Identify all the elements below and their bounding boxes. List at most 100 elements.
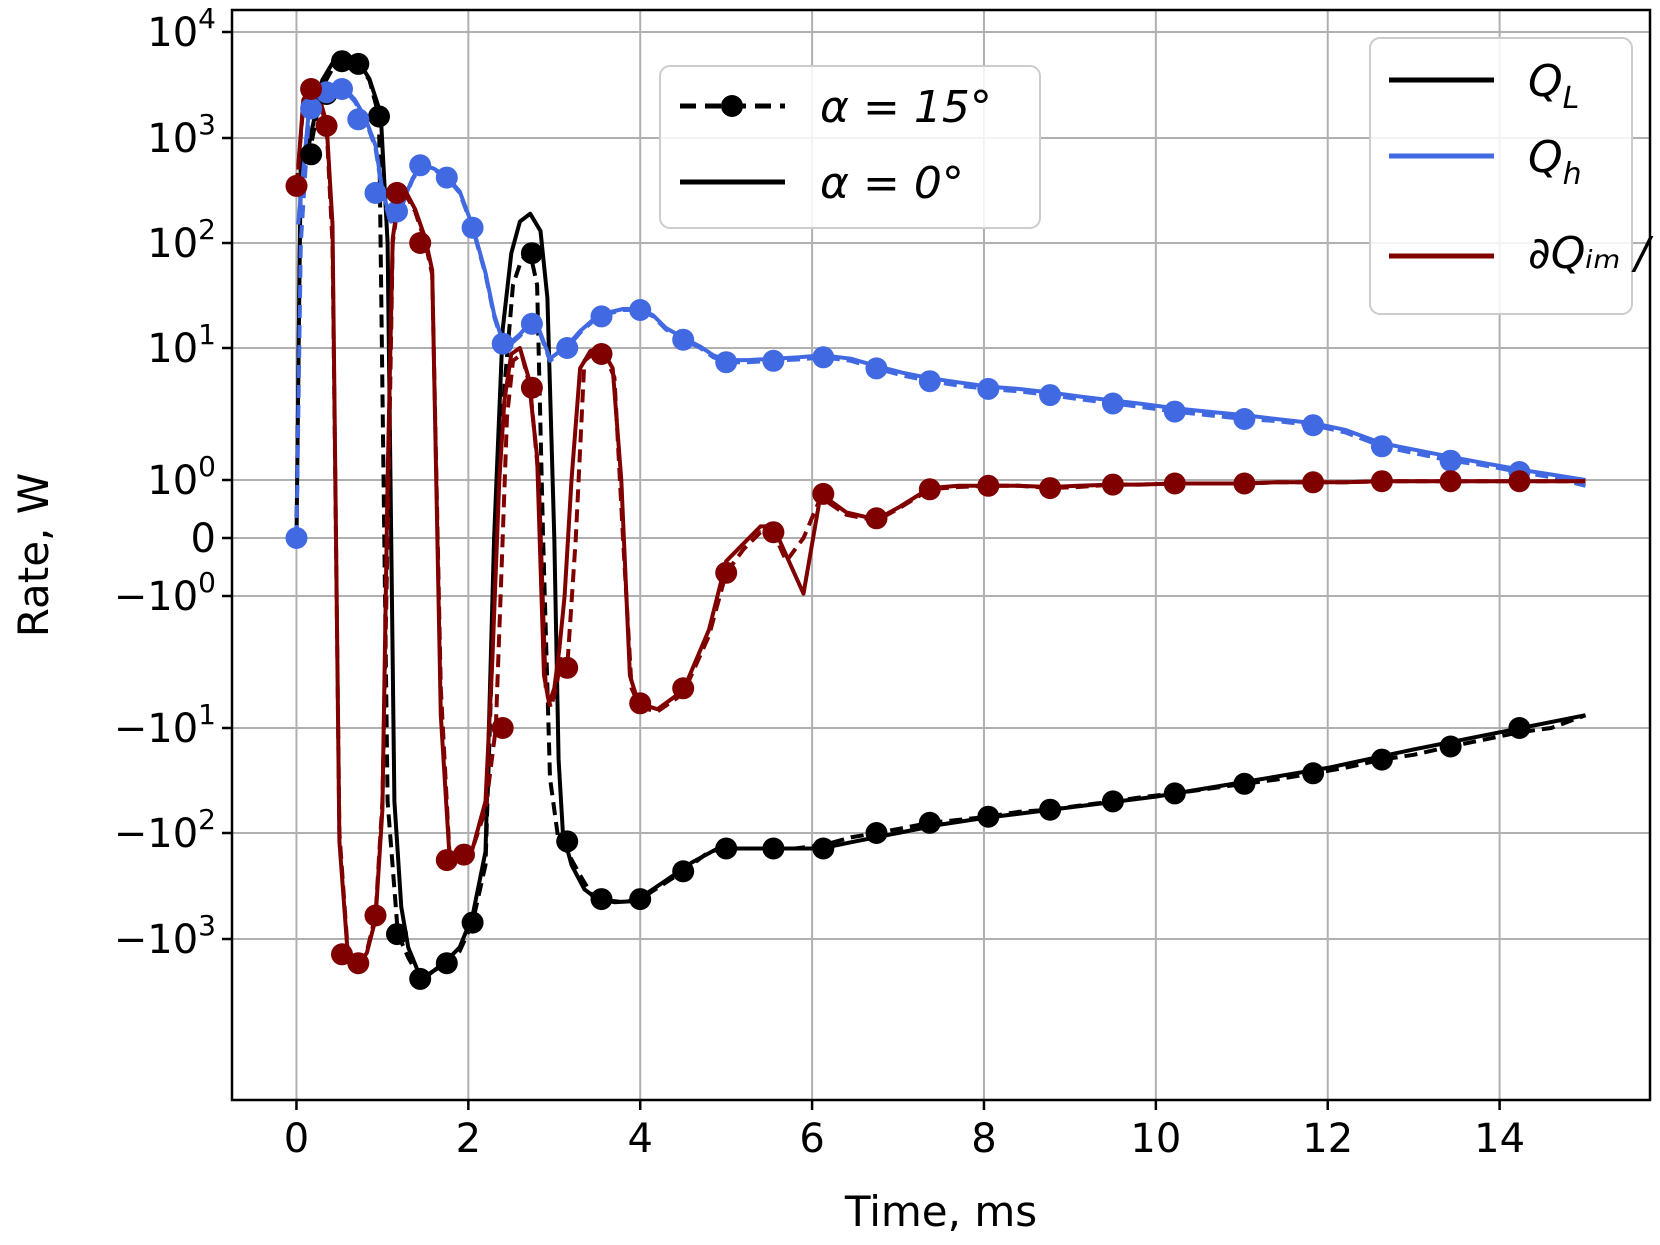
data-point — [1508, 470, 1531, 493]
data-point — [409, 967, 432, 990]
data-point — [762, 837, 785, 860]
data-point — [1039, 477, 1062, 500]
data-point — [1233, 408, 1256, 430]
data-point — [812, 346, 835, 369]
data-point — [331, 50, 353, 73]
data-point — [1302, 414, 1325, 437]
x-tick-label: 14 — [1474, 1116, 1525, 1162]
style-legend-label-solid: α = 0° — [820, 158, 964, 209]
data-point — [1439, 470, 1462, 493]
data-point — [556, 656, 579, 679]
data-point — [629, 692, 652, 715]
x-tick-label: 12 — [1302, 1116, 1353, 1162]
data-point — [672, 328, 695, 351]
data-point — [865, 507, 888, 530]
legend-label-qh: Qh — [1528, 132, 1582, 192]
data-point — [461, 216, 484, 239]
data-point — [347, 952, 370, 975]
data-point — [520, 376, 543, 399]
data-point — [918, 811, 941, 834]
data-point — [918, 478, 941, 501]
data-point — [977, 805, 1000, 828]
data-point — [812, 482, 835, 505]
x-tick-label: 8 — [971, 1116, 996, 1162]
data-point — [1370, 470, 1393, 493]
legend-label-dqm: ∂Qᵢₘ / ∂t — [1528, 228, 1660, 279]
y-tick-label: 101 — [147, 318, 216, 372]
legend-label-ql: QL — [1528, 56, 1579, 116]
data-point — [300, 78, 323, 100]
y-tick-label: 0 — [191, 516, 216, 562]
y-tick-label: −101 — [114, 698, 216, 752]
series-line — [296, 85, 1586, 482]
data-point — [590, 305, 613, 328]
data-point — [1233, 772, 1256, 795]
data-point — [347, 52, 370, 75]
data-point — [812, 837, 835, 860]
series-legend-box — [1369, 37, 1633, 315]
style-legend-marker — [721, 95, 743, 117]
data-point — [285, 174, 308, 197]
series-line — [294, 55, 1586, 981]
data-point — [1101, 790, 1124, 813]
data-point — [1370, 748, 1393, 771]
data-point — [1439, 735, 1462, 758]
series-legend: QL Qh ∂Qᵢₘ / ∂t — [1369, 37, 1660, 315]
data-point — [331, 943, 353, 966]
data-point — [1439, 449, 1462, 472]
style-legend-label-dashed: α = 15° — [820, 82, 992, 133]
x-tick-label: 4 — [627, 1116, 652, 1162]
data-point — [1101, 392, 1124, 415]
data-point — [1302, 471, 1325, 494]
series-markers — [285, 50, 1531, 990]
data-point — [1233, 472, 1256, 495]
data-point — [364, 904, 387, 927]
data-point — [762, 521, 785, 544]
data-point — [1101, 473, 1124, 496]
data-point — [556, 337, 579, 359]
data-point — [672, 860, 695, 883]
data-point — [629, 299, 652, 321]
data-point — [556, 830, 579, 853]
y-tick-label: 104 — [147, 2, 216, 56]
data-point — [453, 843, 475, 866]
x-axis: 0 2 4 6 8 10 12 14 — [284, 1100, 1525, 1162]
data-point — [1370, 435, 1393, 458]
y-tick-label: 102 — [147, 213, 216, 267]
y-axis-label: Rate, W — [9, 473, 58, 638]
data-point — [1039, 798, 1062, 821]
plot-frame — [230, 8, 1652, 1102]
data-point — [1163, 400, 1186, 423]
data-point — [762, 349, 785, 372]
y-tick-label: −100 — [114, 566, 216, 620]
data-point — [435, 166, 458, 189]
data-point — [300, 97, 323, 120]
data-point — [386, 923, 408, 946]
data-point — [386, 200, 408, 223]
data-point — [715, 351, 738, 374]
data-point — [1163, 472, 1186, 495]
data-point — [461, 911, 484, 934]
x-tick-label: 0 — [284, 1116, 309, 1162]
data-point — [520, 242, 543, 265]
data-point — [520, 312, 543, 335]
data-point — [364, 181, 387, 204]
data-point — [435, 849, 458, 872]
y-tick-label: −102 — [114, 803, 216, 857]
data-point — [285, 527, 308, 549]
data-point — [368, 105, 390, 128]
data-point — [409, 154, 432, 177]
data-point — [918, 370, 941, 393]
y-axis: 104 103 102 101 100 0−100 −101 −102 −103 — [114, 2, 232, 963]
data-point — [715, 561, 738, 584]
style-legend: α = 15° α = 0° — [659, 65, 1041, 229]
data-point — [300, 143, 323, 166]
data-point — [331, 78, 353, 100]
data-point — [590, 343, 613, 365]
data-point — [491, 717, 514, 739]
x-tick-label: 10 — [1130, 1116, 1181, 1162]
data-point — [1163, 782, 1186, 805]
data-point — [590, 888, 613, 911]
data-point — [386, 181, 408, 204]
